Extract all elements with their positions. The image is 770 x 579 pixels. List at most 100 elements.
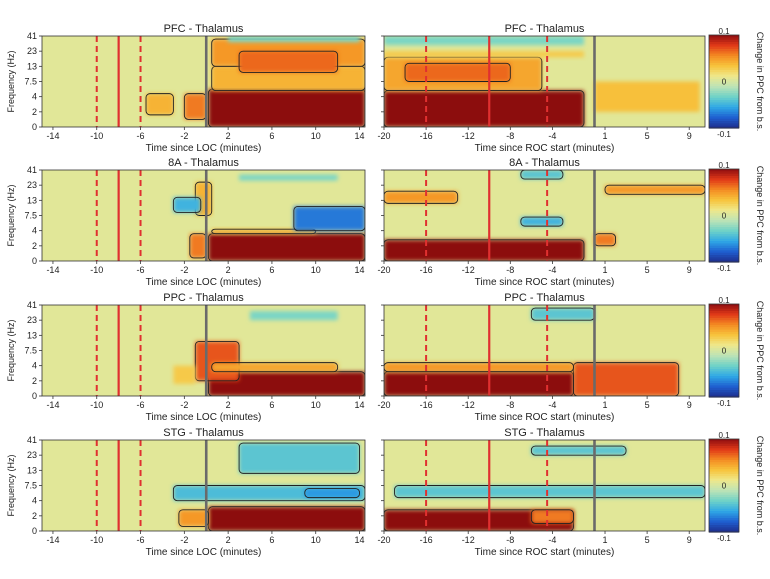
heatmap-panel-3: 8A - Thalamus -14 -10 -6 -2 2 6 10 14 Time since … <box>6 157 366 288</box>
y-tick-label: 41 <box>27 435 37 445</box>
colorbar-swatch <box>709 67 739 71</box>
x-tick-label: 2 <box>226 265 231 275</box>
x-tick-label: 10 <box>311 131 321 141</box>
colorbar-swatch <box>709 88 739 92</box>
y-tick-label: 2 <box>32 376 37 386</box>
significance-contour <box>211 228 317 235</box>
colorbar: 0.1 0 -0.1 Change in PPC from b.s. <box>708 27 765 139</box>
colorbar-swatch <box>709 210 739 214</box>
x-axis-label: Time since LOC (minutes) <box>146 143 262 154</box>
colorbar-swatch <box>709 476 739 480</box>
x-tick-label: -6 <box>137 265 145 275</box>
colorbar-tick-label: -0.1 <box>717 130 731 139</box>
y-tick-label: 23 <box>27 46 37 56</box>
x-tick-label: 6 <box>269 400 274 410</box>
x-tick-label: 6 <box>269 535 274 545</box>
colorbar-swatch <box>709 359 739 363</box>
colorbar-swatch <box>709 224 739 228</box>
colorbar-tick-label: -0.1 <box>717 534 731 543</box>
x-tick-label: -10 <box>90 131 103 141</box>
y-tick-label: 7.5 <box>24 346 37 356</box>
colorbar-label: Change in PPC from b.s. <box>755 436 765 536</box>
colorbar-swatch <box>709 180 739 184</box>
colorbar-swatch <box>709 464 739 468</box>
x-tick-label: 1 <box>603 131 608 141</box>
heatmap-region <box>211 362 338 372</box>
colorbar-swatch <box>709 385 739 389</box>
colorbar-swatch <box>709 241 739 244</box>
colorbar-swatch <box>709 345 739 349</box>
heatmap-region <box>208 89 365 127</box>
colorbar-tick-label: 0 <box>722 212 727 221</box>
colorbar-tick-label: 0.1 <box>718 296 730 305</box>
x-tick-label: -16 <box>420 400 433 410</box>
colorbar-swatch <box>709 306 739 310</box>
colorbar-swatch <box>709 355 739 359</box>
x-tick-label: -16 <box>420 535 433 545</box>
colorbar-swatch <box>709 81 739 85</box>
heatmap-region <box>208 506 365 531</box>
colorbar-swatch <box>709 373 739 377</box>
y-axis-label: Frequency (Hz) <box>6 319 16 381</box>
colorbar-tick-label: 0 <box>722 482 727 491</box>
heatmap-region <box>304 488 360 498</box>
x-tick-label: 2 <box>226 535 231 545</box>
colorbar-swatch <box>709 194 739 198</box>
x-tick-label: -20 <box>377 131 390 141</box>
heatmap-region <box>211 229 316 234</box>
x-tick-label: -10 <box>90 265 103 275</box>
colorbar-swatch <box>709 501 739 505</box>
colorbar-tick-label: -0.1 <box>717 264 731 273</box>
x-tick-label: -16 <box>420 265 433 275</box>
x-tick-label: 1 <box>603 400 608 410</box>
x-axis-label: Time since LOC (minutes) <box>146 547 262 558</box>
x-tick-label: -2 <box>180 265 188 275</box>
heatmap-panel-4: 8A - Thalamus -20 -16 -12 -8 -4 1 5 9 Time since … <box>377 157 706 288</box>
x-tick-label: -14 <box>46 265 59 275</box>
heatmap-region <box>173 197 201 213</box>
colorbar-swatch <box>709 69 739 73</box>
x-tick-label: -8 <box>506 265 514 275</box>
colorbar-swatch <box>709 364 739 368</box>
heatmap-panel-2: PFC - Thalamus -20 -16 -12 -8 -4 1 5 9 Time since… <box>377 23 706 154</box>
panel-title: STG - Thalamus <box>504 427 585 439</box>
colorbar-swatch <box>709 315 739 319</box>
colorbar-tick-label: -0.1 <box>717 399 731 408</box>
colorbar-swatch <box>709 236 739 240</box>
colorbar-swatch <box>709 201 739 205</box>
x-tick-label: 9 <box>687 400 692 410</box>
colorbar-swatch <box>709 215 739 219</box>
x-tick-label: -14 <box>46 131 59 141</box>
colorbar-swatch <box>709 327 739 331</box>
x-tick-label: -8 <box>506 535 514 545</box>
x-tick-label: -4 <box>548 535 556 545</box>
colorbar-swatch <box>709 343 739 347</box>
y-tick-label: 4 <box>32 92 37 102</box>
x-tick-label: 9 <box>687 265 692 275</box>
x-axis-label: Time since LOC (minutes) <box>146 277 262 288</box>
colorbar-swatch <box>709 72 739 76</box>
heatmap-region <box>531 308 595 321</box>
colorbar-swatch <box>709 366 739 370</box>
colorbar-swatch <box>709 462 739 466</box>
significance-contour <box>293 205 365 232</box>
colorbar-swatch <box>709 304 739 307</box>
colorbar-swatch <box>709 522 739 526</box>
y-tick-label: 4 <box>32 496 37 506</box>
significance-contour <box>394 485 705 499</box>
colorbar-swatch <box>709 487 739 491</box>
colorbar-swatch <box>709 392 739 396</box>
significance-contour <box>530 445 627 456</box>
y-tick-label: 2 <box>32 107 37 117</box>
colorbar-swatch <box>709 506 739 510</box>
colorbar-swatch <box>709 102 739 106</box>
heatmap-panel-5: PPC - Thalamus -14 -10 -6 -2 2 6 10 14 Time since… <box>6 292 366 423</box>
significance-contour <box>172 196 202 213</box>
x-axis-label: Time since ROC start (minutes) <box>475 143 615 154</box>
y-tick-label: 41 <box>27 165 37 175</box>
colorbar-swatch <box>709 504 739 508</box>
colorbar-swatch <box>709 97 739 101</box>
colorbar-swatch <box>709 324 739 328</box>
heatmap-region <box>178 509 209 527</box>
colorbar-swatch <box>709 450 739 454</box>
